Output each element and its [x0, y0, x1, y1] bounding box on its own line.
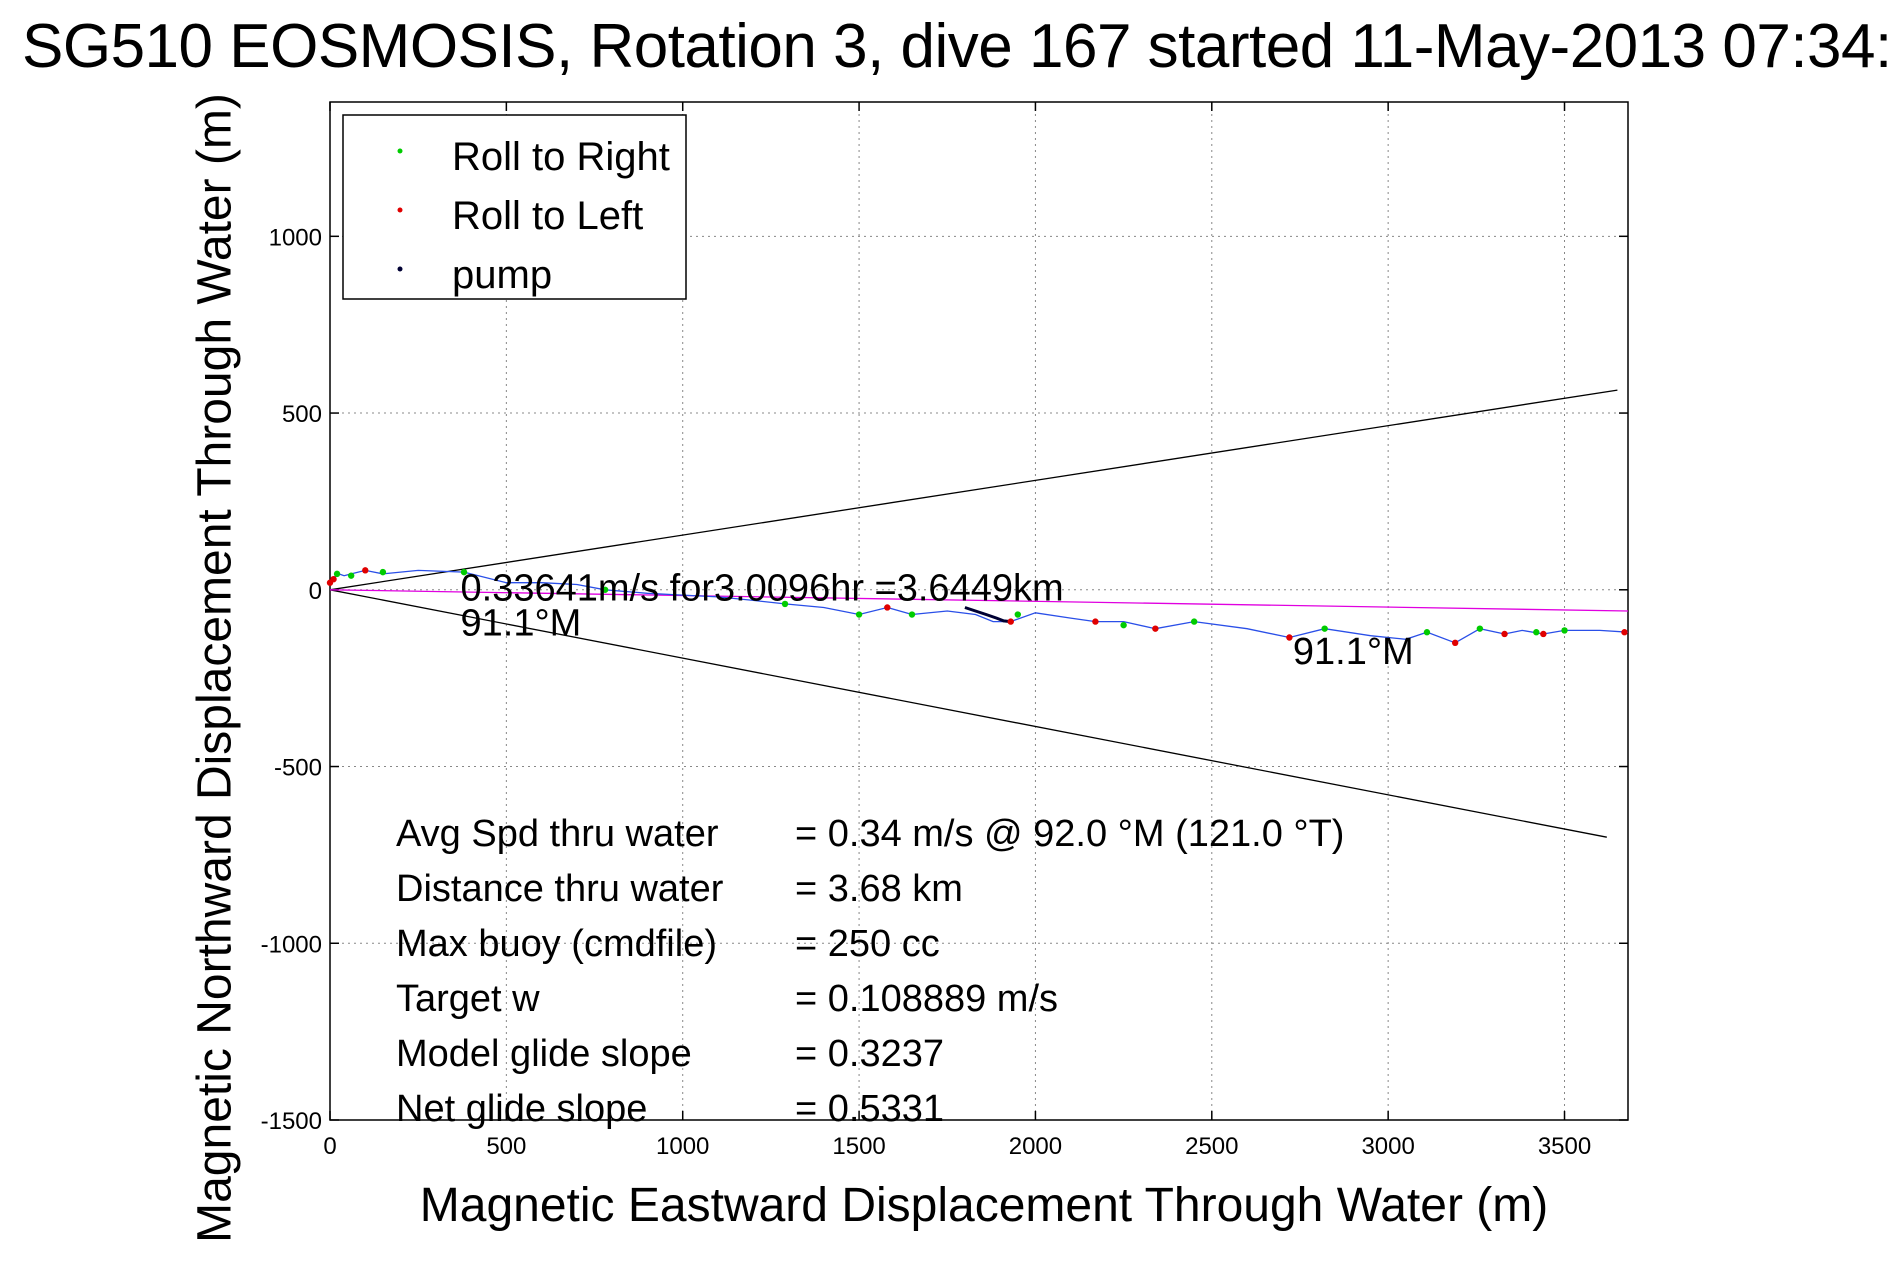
- data-point: [855, 611, 863, 618]
- data-point: [1152, 625, 1159, 632]
- data-point: [1533, 629, 1540, 636]
- y-tick-label: -1000: [261, 931, 322, 958]
- data-point: [379, 568, 387, 576]
- y-tick-label: -1500: [261, 1108, 322, 1135]
- data-point: [1501, 630, 1508, 638]
- x-tick-label: 500: [486, 1133, 526, 1160]
- legend-label: Roll to Right: [452, 135, 670, 179]
- annotation-text: 91.1°M: [1293, 631, 1414, 673]
- data-point: [333, 570, 341, 578]
- stat-label: Target w: [396, 978, 540, 1020]
- annotation-text: 91.1°M: [461, 603, 582, 645]
- data-point: [781, 600, 789, 608]
- annotation-text: 0.33641m/s for3.0096hr =3.6449km: [461, 567, 1064, 609]
- x-tick-label: 1500: [832, 1133, 885, 1160]
- stat-label: Net glide slope: [396, 1088, 647, 1130]
- legend-label: pump: [452, 253, 552, 297]
- x-tick-label: 0: [323, 1133, 336, 1160]
- data-point: [884, 604, 891, 611]
- stat-value: = 0.5331: [795, 1088, 944, 1130]
- x-tick-label: 3000: [1361, 1133, 1414, 1160]
- stat-label: Max buoy (cmdfile): [396, 923, 717, 965]
- figure-title: SG510 EOSMOSIS, Rotation 3, dive 167 sta…: [22, 12, 1891, 81]
- y-tick-label: 500: [282, 401, 322, 428]
- series-points: [326, 567, 1628, 647]
- series-lines: [329, 389, 1629, 838]
- stats-block: Avg Spd thru water = 0.34 m/s @ 92.0 °M (…: [396, 813, 1344, 1130]
- axis-ticks: 0 500 1000 1500 2000 2500 3000 3500 -1500 -1000 -5…: [261, 102, 1628, 1160]
- stat-value: = 0.34 m/s @ 92.0 °M (121.0 °T): [795, 813, 1344, 855]
- track-line: [329, 569, 1629, 644]
- stat-value: = 0.3237: [795, 1033, 944, 1075]
- data-point: [1540, 630, 1547, 638]
- data-point: [1321, 625, 1328, 632]
- y-tick-label: 1000: [269, 224, 322, 251]
- data-point: [1190, 618, 1198, 625]
- data-point: [362, 567, 369, 574]
- data-point: [347, 572, 355, 579]
- data-point: [460, 568, 468, 576]
- x-tick-label: 1000: [656, 1133, 709, 1160]
- stat-label: Distance thru water: [396, 868, 724, 910]
- data-point: [1423, 629, 1431, 636]
- y-tick-label: 0: [309, 578, 322, 605]
- data-point: [1476, 625, 1484, 632]
- legend: Roll to Right Roll to Left pump: [342, 114, 687, 300]
- data-point: [908, 611, 916, 618]
- cone-line: [329, 389, 1618, 591]
- data-point: [1120, 621, 1127, 629]
- stat-value: = 0.108889 m/s: [795, 978, 1058, 1020]
- cone-line: [329, 589, 1607, 838]
- data-point: [1286, 634, 1293, 641]
- data-point: [1092, 618, 1099, 625]
- x-tick-label: 2000: [1009, 1133, 1062, 1160]
- data-point: [601, 586, 609, 593]
- legend-marker: [397, 148, 403, 154]
- data-point: [1007, 618, 1014, 625]
- data-point: [330, 575, 337, 583]
- data-point: [1621, 629, 1628, 636]
- annotations: 0.33641m/s for3.0096hr =3.6449km91.1°M91…: [461, 567, 1414, 673]
- data-point: [1561, 627, 1568, 634]
- data-point: [1014, 611, 1021, 618]
- x-tick-label: 2500: [1185, 1133, 1238, 1160]
- legend-marker: [397, 207, 403, 213]
- legend-label: Roll to Left: [452, 194, 643, 238]
- stat-value: = 3.68 km: [795, 868, 963, 910]
- y-tick-label: -500: [274, 755, 322, 782]
- stat-label: Model glide slope: [396, 1033, 692, 1075]
- x-axis-label: Magnetic Eastward Displacement Through W…: [419, 1179, 1549, 1232]
- heading-line: [329, 589, 1629, 612]
- pump-line: [964, 606, 1011, 624]
- stat-value: = 250 cc: [795, 923, 940, 965]
- x-tick-label: 3500: [1538, 1133, 1591, 1160]
- stat-label: Avg Spd thru water: [396, 813, 719, 855]
- legend-marker: [397, 266, 403, 272]
- data-point: [1451, 639, 1459, 647]
